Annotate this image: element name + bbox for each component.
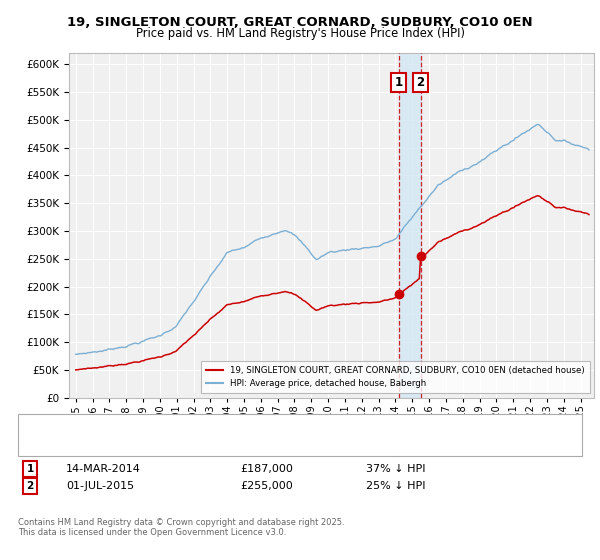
Text: 25% ↓ HPI: 25% ↓ HPI xyxy=(366,481,425,491)
Legend: 19, SINGLETON COURT, GREAT CORNARD, SUDBURY, CO10 0EN (detached house), HPI: Ave: 19, SINGLETON COURT, GREAT CORNARD, SUDB… xyxy=(200,361,590,393)
Text: £187,000: £187,000 xyxy=(240,464,293,474)
Text: Price paid vs. HM Land Registry's House Price Index (HPI): Price paid vs. HM Land Registry's House … xyxy=(136,27,464,40)
Text: 01-JUL-2015: 01-JUL-2015 xyxy=(66,481,134,491)
Text: 1: 1 xyxy=(395,76,403,89)
Text: ────: ──── xyxy=(33,416,56,426)
Text: Contains HM Land Registry data © Crown copyright and database right 2025.
This d: Contains HM Land Registry data © Crown c… xyxy=(18,518,344,538)
Text: HPI: Average price, detached house, Babergh: HPI: Average price, detached house, Babe… xyxy=(72,432,294,442)
Text: 37% ↓ HPI: 37% ↓ HPI xyxy=(366,464,425,474)
Text: 19, SINGLETON COURT, GREAT CORNARD, SUDBURY, CO10 0EN (detached house): 19, SINGLETON COURT, GREAT CORNARD, SUDB… xyxy=(72,416,473,426)
Text: 14-MAR-2014: 14-MAR-2014 xyxy=(66,464,141,474)
Text: 19, SINGLETON COURT, GREAT CORNARD, SUDBURY, CO10 0EN: 19, SINGLETON COURT, GREAT CORNARD, SUDB… xyxy=(67,16,533,29)
Bar xyxy=(398,53,421,398)
Text: 2: 2 xyxy=(26,481,34,491)
Text: 1: 1 xyxy=(26,464,34,474)
Text: ────: ──── xyxy=(33,432,56,442)
Text: £255,000: £255,000 xyxy=(240,481,293,491)
Text: 2: 2 xyxy=(416,76,425,89)
